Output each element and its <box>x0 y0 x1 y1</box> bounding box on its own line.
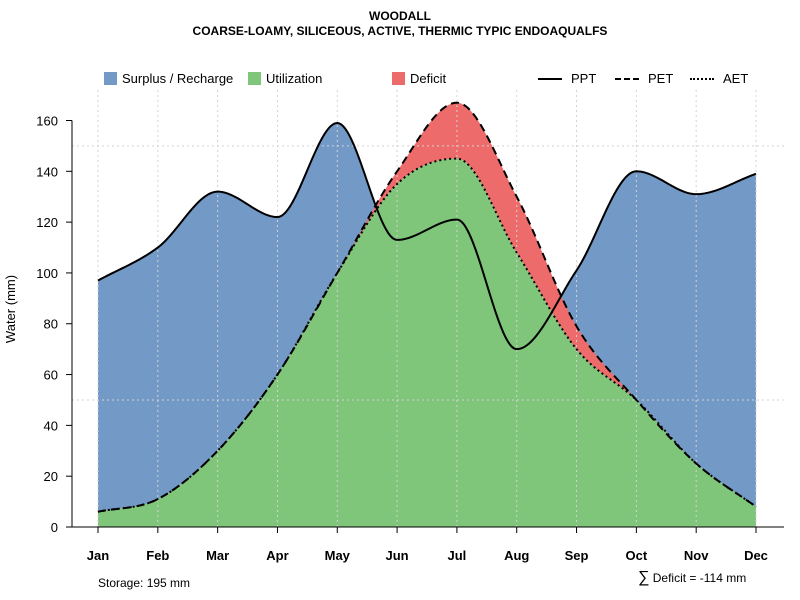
chart-subtitle: COARSE-LOAMY, SILICEOUS, ACTIVE, THERMIC… <box>192 24 608 38</box>
y-tick-label: 120 <box>36 215 58 230</box>
x-tick-label: Nov <box>684 548 709 563</box>
legend-item-pet: PET <box>615 71 673 86</box>
legend-item-utilization: Utilization <box>248 71 322 86</box>
deficit-total: Deficit = -114 mm <box>652 571 747 585</box>
x-tick-label: Jun <box>386 548 409 563</box>
x-tick-label: Mar <box>206 548 229 563</box>
x-tick-label: Apr <box>266 548 288 563</box>
legend-item-ppt: PPT <box>538 71 596 86</box>
y-tick-label: 100 <box>36 266 58 281</box>
x-tick-label: May <box>325 548 351 563</box>
legend-label-aet: AET <box>723 71 749 86</box>
legend-swatch-deficit <box>392 72 405 85</box>
ppt-line <box>97 122 757 351</box>
utilization-area <box>98 158 756 527</box>
legend-item-aet: AET <box>690 71 748 86</box>
deficit-note: ∑ Deficit = -114 mm <box>638 569 746 587</box>
x-tick-label: Sep <box>565 548 589 563</box>
x-tick-label: Jan <box>87 548 109 563</box>
x-tick-label: Aug <box>504 548 529 563</box>
chart-title: WOODALL <box>369 9 431 23</box>
y-tick-label: 0 <box>51 520 58 535</box>
y-tick-label: 60 <box>44 368 58 383</box>
x-tick-label: Dec <box>744 548 768 563</box>
pet-line <box>97 101 757 513</box>
y-tick-label: 140 <box>36 164 58 179</box>
y-axis-label: Water (mm) <box>3 275 18 343</box>
legend-item-surplus: Surplus / Recharge <box>104 71 233 86</box>
sum-symbol: ∑ <box>638 569 650 586</box>
y-tick-label: 20 <box>44 469 58 484</box>
x-tick-label: Feb <box>146 548 169 563</box>
legend-line-aet <box>690 77 714 80</box>
storage-note: Storage: 195 mm <box>98 576 191 590</box>
y-tick-label: 80 <box>44 317 58 332</box>
legend-label-deficit: Deficit <box>410 71 447 86</box>
legend-line-pet <box>615 77 639 80</box>
legend-item-deficit: Deficit <box>392 71 446 86</box>
legend-label-pet: PET <box>648 71 674 86</box>
legend-swatch-utilization <box>248 72 261 85</box>
x-tick-label: Oct <box>626 548 648 563</box>
legend-swatch-surplus <box>104 72 117 85</box>
x-tick-label: Jul <box>448 548 467 563</box>
legend-label-ppt: PPT <box>571 71 597 86</box>
legend-label-utilization: Utilization <box>266 71 323 86</box>
legend-line-ppt <box>538 77 562 80</box>
legend-label-surplus: Surplus / Recharge <box>122 71 234 86</box>
y-tick-label: 40 <box>44 418 58 433</box>
y-tick-label: 160 <box>36 113 58 128</box>
